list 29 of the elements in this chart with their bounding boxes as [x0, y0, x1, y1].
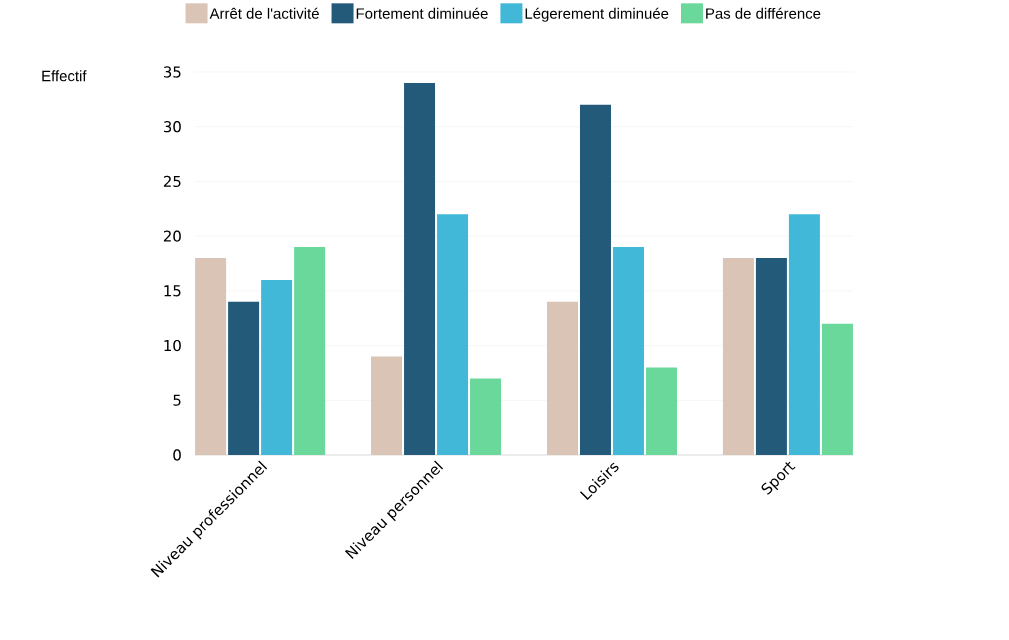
bar — [470, 378, 502, 455]
bar — [612, 247, 644, 455]
bar — [645, 367, 677, 455]
bar — [404, 82, 436, 455]
bar — [722, 258, 754, 455]
bar — [579, 104, 611, 455]
y-tick-label: 10 — [164, 339, 181, 352]
y-tick-label: 5 — [173, 394, 181, 406]
y-tick-label: 20 — [163, 230, 181, 242]
y-tick-label: 15 — [164, 285, 181, 297]
bar — [371, 356, 403, 455]
legend-label: Pas de différence — [706, 7, 821, 19]
bar — [437, 214, 469, 455]
y-tick-label: 25 — [163, 175, 181, 188]
legend-label: Arrêt de l'activité — [209, 7, 319, 19]
legend-label: Fortement diminuée — [356, 7, 488, 19]
legend-label: Légerement diminuée — [525, 7, 669, 22]
bar — [294, 247, 326, 455]
bar — [261, 279, 293, 455]
y-axis-title: Effectif — [42, 70, 87, 82]
y-tick-label: 30 — [163, 121, 181, 133]
y-tick-label: 35 — [163, 66, 181, 78]
bar — [195, 258, 227, 455]
bar — [546, 301, 578, 455]
bar — [788, 214, 820, 455]
bar — [755, 258, 787, 455]
bar — [821, 323, 853, 455]
y-tick-label: 0 — [173, 449, 181, 461]
bar — [228, 301, 260, 455]
